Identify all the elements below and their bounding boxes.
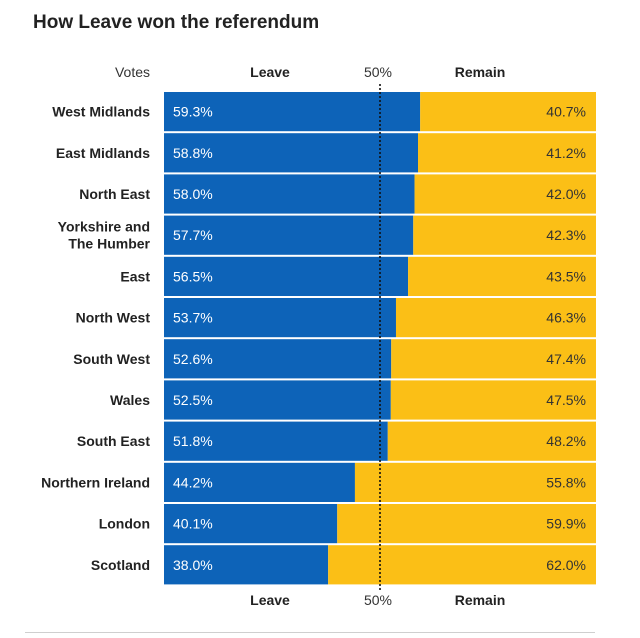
region-label: East <box>120 268 150 284</box>
remain-value-label: 42.3% <box>546 227 586 243</box>
leave-value-label: 53.7% <box>173 310 213 326</box>
region-label: North East <box>79 186 150 202</box>
leave-bar <box>164 256 409 296</box>
remain-bar <box>418 133 596 173</box>
leave-value-label: 56.5% <box>173 268 213 284</box>
fifty-percent-header-bottom: 50% <box>363 592 393 608</box>
remain-bar <box>395 298 596 338</box>
leave-value-label: 59.3% <box>173 104 213 120</box>
remain-value-label: 47.4% <box>546 351 586 367</box>
leave-bar <box>164 545 329 585</box>
leave-header-bottom: Leave <box>250 592 290 608</box>
remain-bar <box>413 215 596 255</box>
leave-bar <box>164 380 391 420</box>
leave-value-label: 51.8% <box>173 433 213 449</box>
region-label: West Midlands <box>52 104 150 120</box>
remain-value-label: 47.5% <box>546 392 586 408</box>
bottom-divider <box>25 632 595 633</box>
leave-value-label: 44.2% <box>173 474 213 490</box>
region-label: North West <box>76 310 151 326</box>
region-label: Wales <box>110 392 150 408</box>
remain-bar <box>387 421 596 461</box>
leave-value-label: 58.8% <box>173 145 213 161</box>
remain-bar <box>328 545 596 585</box>
region-label: South West <box>73 351 150 367</box>
votes-header: Votes <box>114 64 150 80</box>
remain-header-bottom: Remain <box>454 592 506 608</box>
fifty-percent-header-top: 50% <box>363 64 393 80</box>
leave-bar <box>164 298 396 338</box>
remain-value-label: 43.5% <box>546 268 586 284</box>
leave-bar <box>164 215 414 255</box>
remain-bar <box>408 256 596 296</box>
remain-bar <box>390 380 596 420</box>
leave-bar <box>164 133 419 173</box>
region-label: South East <box>77 433 150 449</box>
leave-value-label: 52.6% <box>173 351 213 367</box>
remain-value-label: 40.7% <box>546 104 586 120</box>
remain-bar <box>391 339 596 379</box>
remain-bar <box>420 92 596 132</box>
leave-value-label: 38.0% <box>173 557 213 573</box>
region-label: London <box>99 516 150 532</box>
leave-value-label: 58.0% <box>173 186 213 202</box>
remain-value-label: 46.3% <box>546 310 586 326</box>
remain-value-label: 62.0% <box>546 557 586 573</box>
leave-value-label: 57.7% <box>173 227 213 243</box>
region-label: Scotland <box>91 557 150 573</box>
leave-value-label: 40.1% <box>173 516 213 532</box>
region-label: Yorkshire and The Humber <box>58 219 151 252</box>
remain-bar <box>354 462 596 502</box>
chart-title: How Leave won the referendum <box>33 12 320 33</box>
remain-value-label: 55.8% <box>546 474 586 490</box>
region-label: Northern Ireland <box>41 474 150 490</box>
remain-header-top: Remain <box>454 64 506 80</box>
remain-bar <box>414 174 596 214</box>
remain-value-label: 59.9% <box>546 516 586 532</box>
leave-header-top: Leave <box>250 64 290 80</box>
remain-value-label: 42.0% <box>546 186 586 202</box>
leave-bar <box>164 174 415 214</box>
leave-value-label: 52.5% <box>173 392 213 408</box>
leave-bar <box>164 421 388 461</box>
leave-bar <box>164 462 355 502</box>
leave-bar <box>164 504 338 544</box>
region-label: East Midlands <box>56 145 150 161</box>
remain-value-label: 41.2% <box>546 145 586 161</box>
leave-bar <box>164 339 392 379</box>
remain-value-label: 48.2% <box>546 433 586 449</box>
leave-bar <box>164 92 421 132</box>
